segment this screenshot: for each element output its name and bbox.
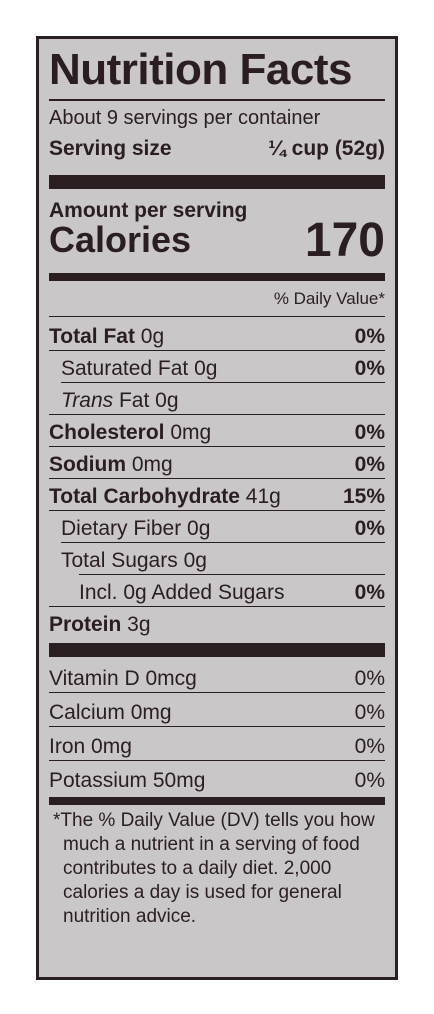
- vitamin-dv: 0%: [354, 701, 385, 724]
- nutrient-name: Incl. 0g Added Sugars: [79, 581, 285, 604]
- nutrient-name: Cholesterol: [49, 421, 165, 444]
- nutrient-row-total-fat: Total Fat 0g 0%: [49, 319, 385, 351]
- nutrient-row-trans-fat: Trans Fat 0g: [49, 383, 385, 415]
- nutrition-facts-label: Nutrition Facts About 9 servings per con…: [36, 36, 398, 980]
- nutrient-dv: 0%: [354, 421, 385, 444]
- nutrient-dv: 0%: [354, 517, 385, 540]
- serving-size-row: Serving size ¼ cup (52g): [49, 137, 385, 161]
- thick-divider-top: [49, 175, 385, 189]
- dv-header-rule: [49, 316, 385, 317]
- thick-divider-vitamins: [49, 643, 385, 657]
- nutrient-amount: 0mg: [126, 453, 173, 476]
- vitamin-amount: 0mg: [124, 701, 172, 724]
- vitamin-amount: 50mg: [147, 769, 206, 792]
- nutrient-dv: 15%: [342, 485, 385, 508]
- nutrient-name: Protein: [49, 613, 122, 636]
- nutrient-name: Total Sugars: [61, 549, 178, 572]
- nutrient-amount: 0g: [181, 517, 211, 540]
- vitamin-row-calcium: Calcium 0mg 0%: [49, 695, 385, 727]
- nutrient-amount: 0g: [149, 389, 179, 412]
- footnote-divider: [49, 797, 385, 805]
- amount-per-serving: Amount per serving: [49, 199, 248, 222]
- vitamin-name: Vitamin D: [49, 667, 140, 690]
- vitamin-dv: 0%: [354, 769, 385, 792]
- title-rule: [49, 99, 385, 101]
- vitamin-name: Calcium: [49, 701, 125, 724]
- nutrient-name-italic: Trans: [61, 389, 114, 412]
- nutrient-amount: 0mg: [164, 421, 212, 444]
- nutrient-row-added-sugars: Incl. 0g Added Sugars 0%: [49, 575, 385, 607]
- nutrient-name: Saturated Fat: [61, 357, 189, 380]
- calories-value: 170: [304, 214, 385, 267]
- nutrient-dv: 0%: [354, 325, 385, 348]
- nutrient-name: Fat: [113, 389, 150, 412]
- nutrient-amount: 0g: [177, 549, 207, 572]
- vitamin-amount: 0mcg: [139, 667, 197, 690]
- vitamin-dv: 0%: [354, 735, 385, 758]
- servings-per-container: About 9 servings per container: [49, 107, 321, 129]
- vitamin-name: Iron: [49, 735, 86, 758]
- vitamin-row-iron: Iron 0mg 0%: [49, 729, 385, 761]
- nutrient-row-total-sugars: Total Sugars 0g: [49, 543, 385, 575]
- nutrient-row-cholesterol: Cholesterol 0mg 0%: [49, 415, 385, 447]
- calories-label: Calories: [49, 219, 192, 260]
- nutrient-dv: 0%: [354, 453, 385, 476]
- nutrient-dv: 0%: [354, 357, 385, 380]
- vitamin-name: Potassium: [49, 769, 148, 792]
- nutrient-row-total-carbohydrate: Total Carbohydrate 41g 15%: [49, 479, 385, 511]
- nutrient-row-sodium: Sodium 0mg 0%: [49, 447, 385, 479]
- nutrient-name: Sodium: [49, 453, 126, 476]
- daily-value-header: % Daily Value*: [273, 289, 385, 308]
- nutrient-row-protein: Protein 3g: [49, 607, 385, 639]
- nutrient-amount: 41g: [239, 485, 281, 508]
- nutrient-dv: 0%: [354, 581, 385, 604]
- serving-size-value: ¼ cup (52g): [268, 137, 385, 160]
- nutrient-name: Dietary Fiber: [61, 517, 182, 540]
- label-title: Nutrition Facts: [49, 45, 352, 94]
- daily-value-footnote: *The % Daily Value (DV) tells you how mu…: [53, 810, 375, 927]
- vitamin-amount: 0mg: [85, 735, 132, 758]
- nutrient-amount: 0g: [134, 325, 165, 348]
- nutrient-name: Total Carbohydrate: [49, 485, 240, 508]
- serving-size-label: Serving size: [49, 137, 172, 160]
- medium-divider: [49, 273, 385, 281]
- nutrient-row-saturated-fat: Saturated Fat 0g 0%: [49, 351, 385, 383]
- nutrient-amount: 0g: [188, 357, 218, 380]
- nutrient-row-dietary-fiber: Dietary Fiber 0g 0%: [49, 511, 385, 543]
- vitamin-row-potassium: Potassium 50mg 0%: [49, 763, 385, 795]
- nutrient-name: Total Fat: [49, 325, 135, 348]
- vitamin-row-vitamin-d: Vitamin D 0mcg 0%: [49, 661, 385, 693]
- vitamin-dv: 0%: [354, 667, 385, 690]
- nutrient-amount: 3g: [121, 613, 151, 636]
